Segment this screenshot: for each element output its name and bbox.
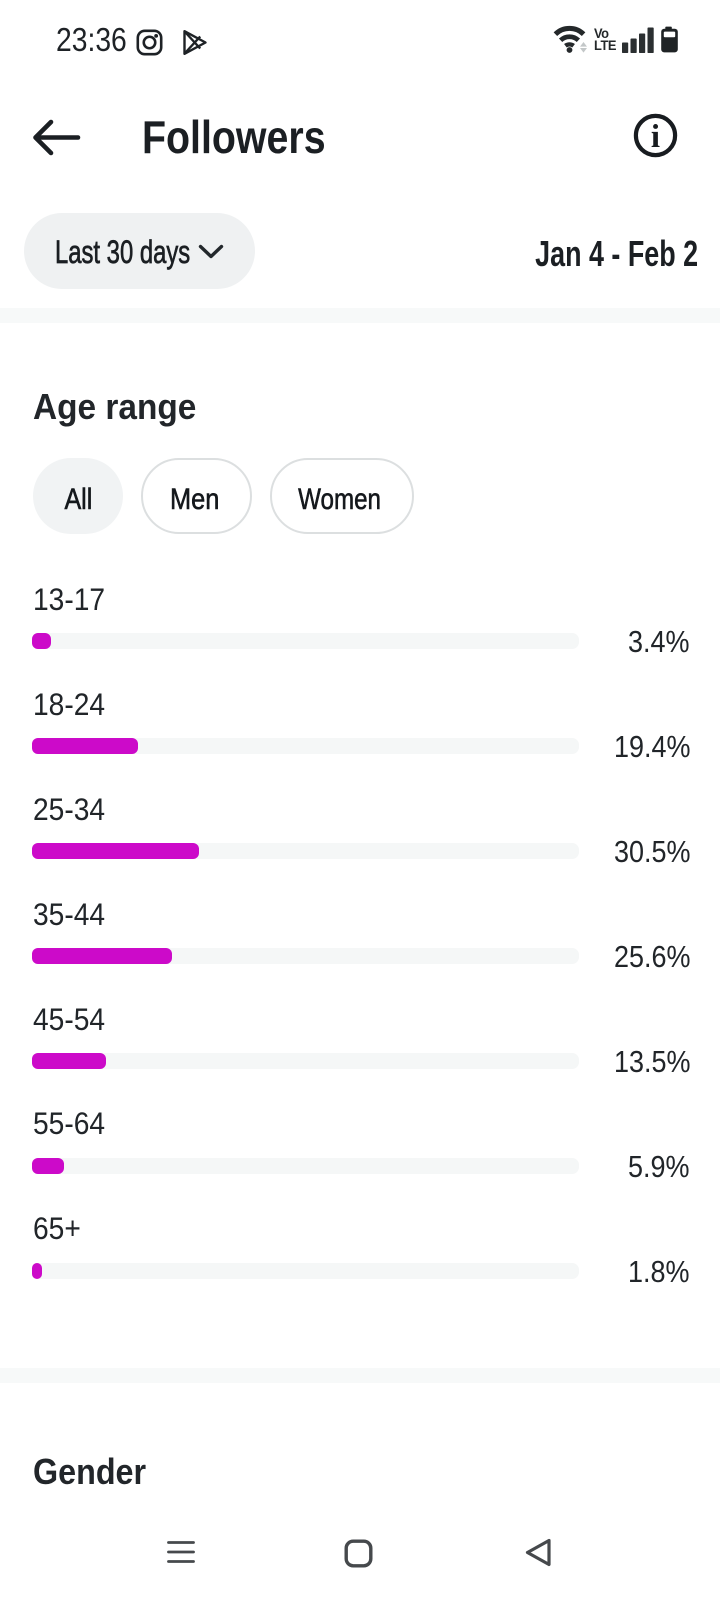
svg-text:i: i	[651, 119, 660, 155]
